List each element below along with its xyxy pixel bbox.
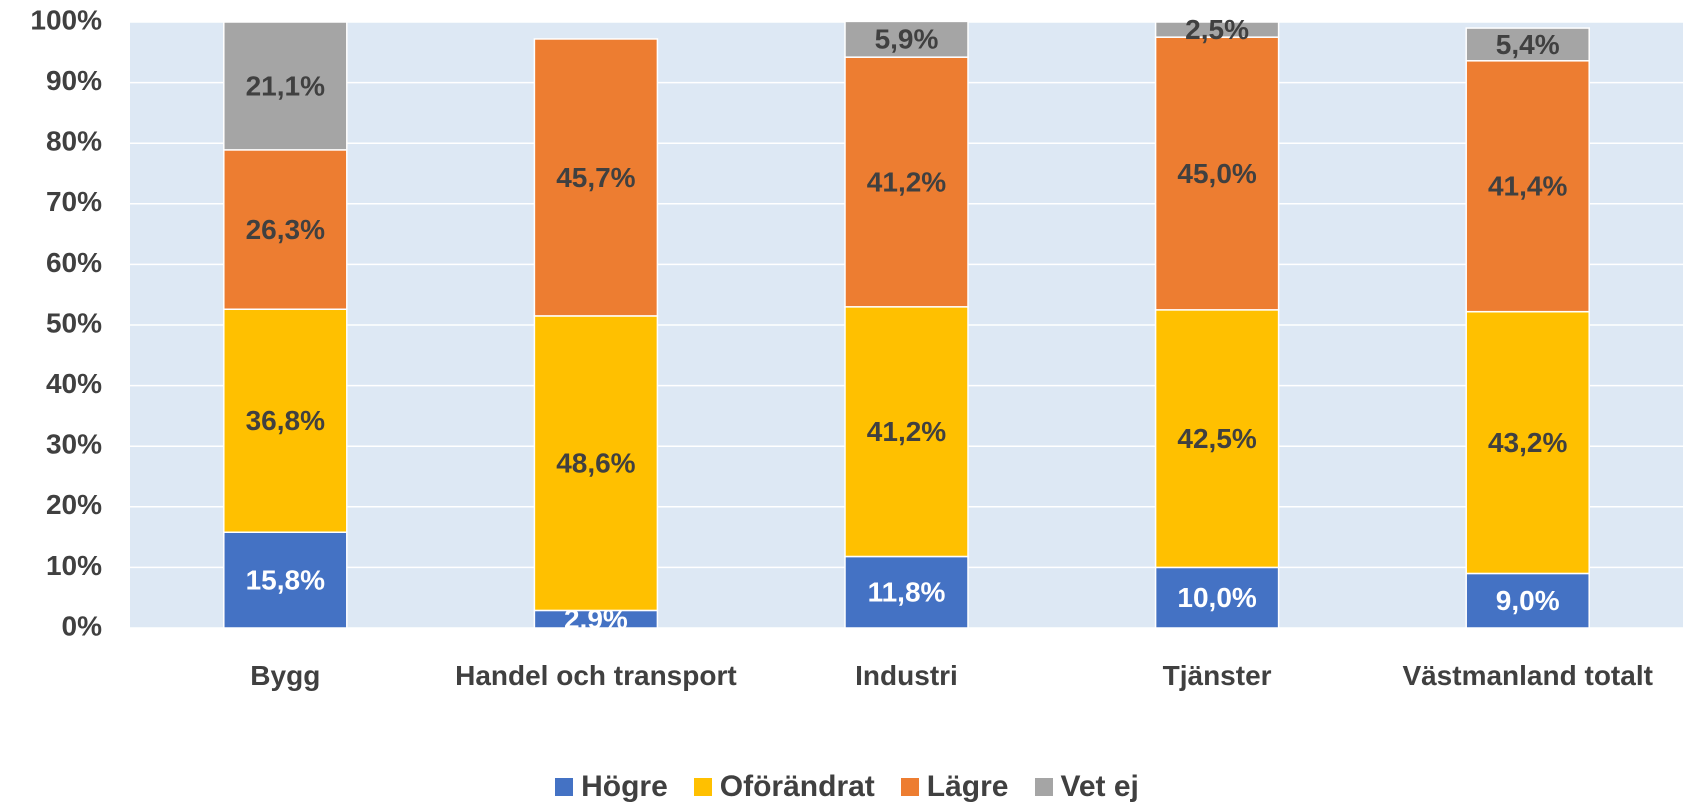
- bar-segment: [844, 306, 969, 558]
- bar-segment: [223, 149, 348, 310]
- bar-segment: [1154, 309, 1280, 569]
- y-tick-label: 70%: [46, 186, 102, 217]
- data-label: 5,4%: [1496, 29, 1560, 60]
- data-label: 45,7%: [556, 162, 635, 193]
- x-tick-label: Handel och transport: [455, 660, 737, 691]
- y-tick-label: 0%: [62, 610, 103, 641]
- legend-label: Högre: [581, 770, 668, 803]
- data-label: 21,1%: [246, 70, 325, 101]
- data-label: 2,5%: [1185, 14, 1249, 45]
- legend-swatch: [900, 778, 919, 796]
- data-label: 41,2%: [867, 166, 946, 197]
- legend-item: Högre: [555, 770, 668, 804]
- legend-label: Vet ej: [1060, 770, 1139, 803]
- legend-item: Lägre: [900, 770, 1009, 804]
- bar-segment: [1154, 36, 1280, 311]
- y-tick-label: 80%: [46, 126, 102, 157]
- legend: Högre Oförändrat Lägre Vet ej: [0, 770, 1694, 804]
- data-label: 48,6%: [556, 448, 635, 479]
- data-label: 10,0%: [1177, 582, 1256, 613]
- y-tick-label: 90%: [46, 65, 102, 96]
- legend-swatch: [693, 778, 712, 796]
- y-tick-label: 60%: [46, 247, 102, 278]
- legend-swatch: [555, 778, 574, 796]
- y-tick-label: 40%: [46, 368, 102, 399]
- bar-segment: [223, 531, 348, 629]
- bar-segment: [844, 20, 969, 58]
- bar-segment: [533, 315, 659, 612]
- legend-label: Lägre: [926, 770, 1009, 803]
- data-label: 36,8%: [246, 405, 325, 436]
- bar-segment: [844, 555, 969, 629]
- bar-segment: [844, 56, 969, 308]
- data-label: 43,2%: [1488, 427, 1567, 458]
- bar-segment: [533, 38, 659, 317]
- bar-segment: [1465, 310, 1590, 575]
- y-tick-label: 20%: [46, 489, 102, 520]
- data-label: 26,3%: [246, 214, 325, 245]
- bar-segment: [1154, 21, 1280, 38]
- data-label: 15,8%: [246, 565, 325, 596]
- x-tick-label: Industri: [855, 660, 958, 691]
- legend-item: Vet ej: [1034, 770, 1139, 804]
- bar-segment: [1154, 566, 1280, 629]
- x-tick-label: Tjänster: [1162, 660, 1272, 691]
- y-tick-label: 50%: [46, 307, 102, 338]
- x-tick-label: Västmanland totalt: [1402, 660, 1653, 691]
- data-label: 9,0%: [1496, 585, 1560, 616]
- legend-item: Oförändrat: [693, 770, 875, 804]
- bar-segment: [223, 308, 348, 534]
- data-label: 42,5%: [1177, 423, 1256, 454]
- data-label: 41,4%: [1488, 171, 1567, 202]
- bar-segment: [1465, 60, 1590, 313]
- data-label: 41,2%: [867, 416, 946, 447]
- data-label: 5,9%: [875, 24, 939, 55]
- x-tick-label: Bygg: [250, 660, 321, 691]
- y-tick-label: 100%: [30, 4, 102, 35]
- bar-segment: [1465, 27, 1590, 62]
- bar-segment: [223, 21, 348, 151]
- y-tick-label: 30%: [46, 429, 102, 460]
- y-tick-label: 10%: [46, 550, 102, 581]
- legend-label: Oförändrat: [719, 770, 875, 803]
- data-label: 45,0%: [1177, 158, 1256, 189]
- data-label: 11,8%: [868, 577, 946, 608]
- legend-swatch: [1034, 778, 1053, 796]
